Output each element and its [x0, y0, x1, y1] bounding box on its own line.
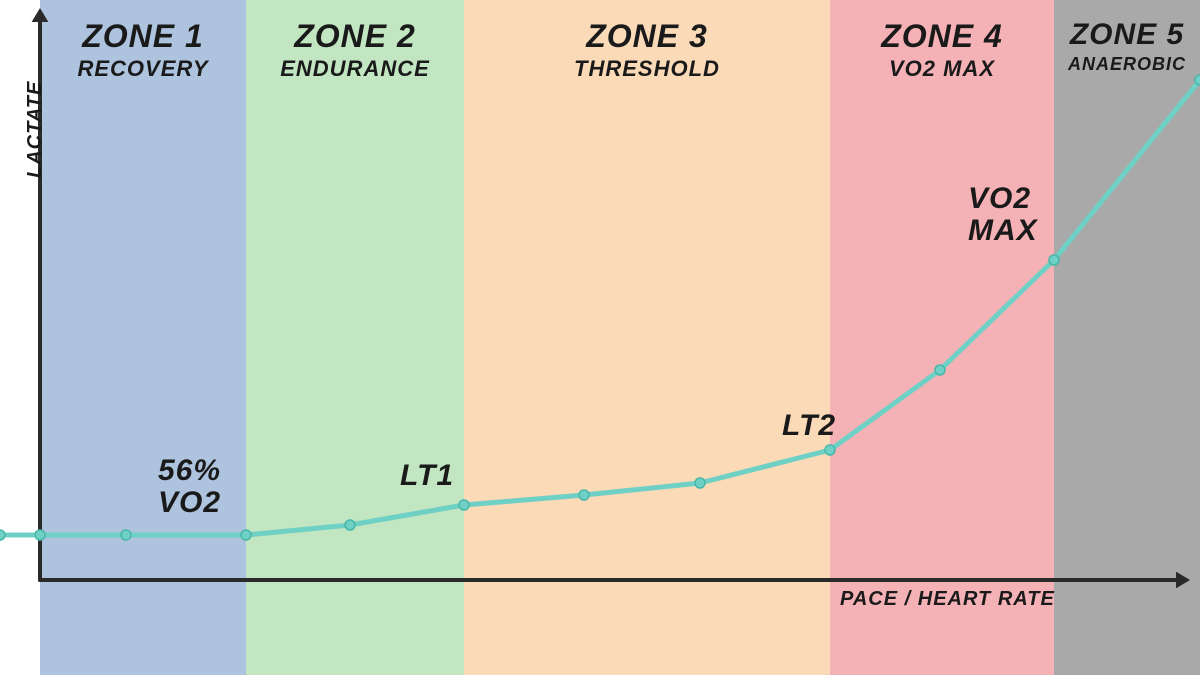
zone-subtitle: VO2 MAX: [830, 56, 1054, 82]
zone-band-2: ZONE 2ENDURANCE: [246, 0, 466, 675]
lactate-zone-chart: ZONE 1RECOVERYZONE 2ENDURANCEZONE 3THRES…: [0, 0, 1200, 675]
y-axis-label: LACTATE: [24, 81, 47, 178]
x-axis-label: PACE / HEART RATE: [840, 588, 1055, 611]
curve-annotation: VO2 MAX: [968, 183, 1038, 246]
zone-title: ZONE 1: [40, 18, 246, 55]
zone-band-3: ZONE 3THRESHOLD: [464, 0, 832, 675]
curve-annotation: LT1: [400, 460, 454, 492]
zone-title: ZONE 5: [1054, 18, 1200, 52]
zone-band-4: ZONE 4VO2 MAX: [830, 0, 1056, 675]
curve-annotation: 56% VO2: [158, 455, 221, 518]
zone-subtitle: THRESHOLD: [464, 56, 830, 82]
zone-subtitle: RECOVERY: [40, 56, 246, 82]
zone-title: ZONE 2: [246, 18, 464, 55]
zone-subtitle: ENDURANCE: [246, 56, 464, 82]
zone-subtitle: ANAEROBIC: [1054, 54, 1200, 75]
curve-annotation: LT2: [782, 410, 836, 442]
zone-band-5: ZONE 5ANAEROBIC: [1054, 0, 1200, 675]
zone-title: ZONE 3: [464, 18, 830, 55]
zone-title: ZONE 4: [830, 18, 1054, 55]
zone-band-1: ZONE 1RECOVERY: [40, 0, 248, 675]
